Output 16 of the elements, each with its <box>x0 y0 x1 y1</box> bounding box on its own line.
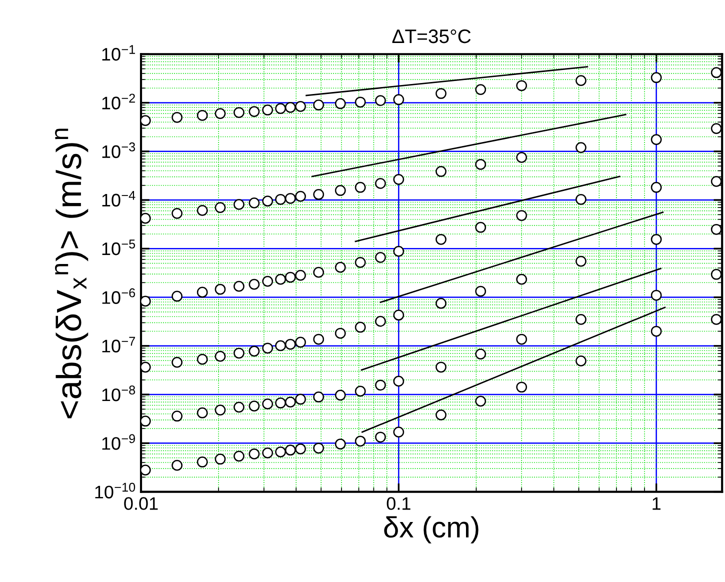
x-tick-label: 1 <box>652 497 660 510</box>
y-tick-label: 10$^{−1}$ <box>102 45 135 61</box>
y-tick-label: 10$^{−5}$ <box>102 240 136 256</box>
y-tick-label: 10$^{−7}$ <box>102 336 135 352</box>
y-tick-label: 10$^{−3}$ <box>102 142 136 158</box>
chart-title: ΔT=35°C <box>392 29 471 44</box>
y-tick-label: 10$^{−9}$ <box>102 434 136 450</box>
y-tick-label: 10$^{−4}$ <box>102 191 136 207</box>
y-tick-label: 10$^{−10}$ <box>95 482 136 498</box>
y-tick-label: 10$^{−8}$ <box>102 386 136 402</box>
y-tick-label: 10$^{−6}$ <box>102 288 136 304</box>
x-tick-label: 0.1 <box>386 497 410 510</box>
y-tick-label: 10$^{−2}$ <box>102 94 135 110</box>
x-axis-title: δx (cm) <box>384 516 478 544</box>
x-tick-label: 0.01 <box>124 497 158 510</box>
y-axis-title: <abs(δV$_{x}$$^{n}$)> (m/s)$^{n}$ <box>55 128 88 418</box>
